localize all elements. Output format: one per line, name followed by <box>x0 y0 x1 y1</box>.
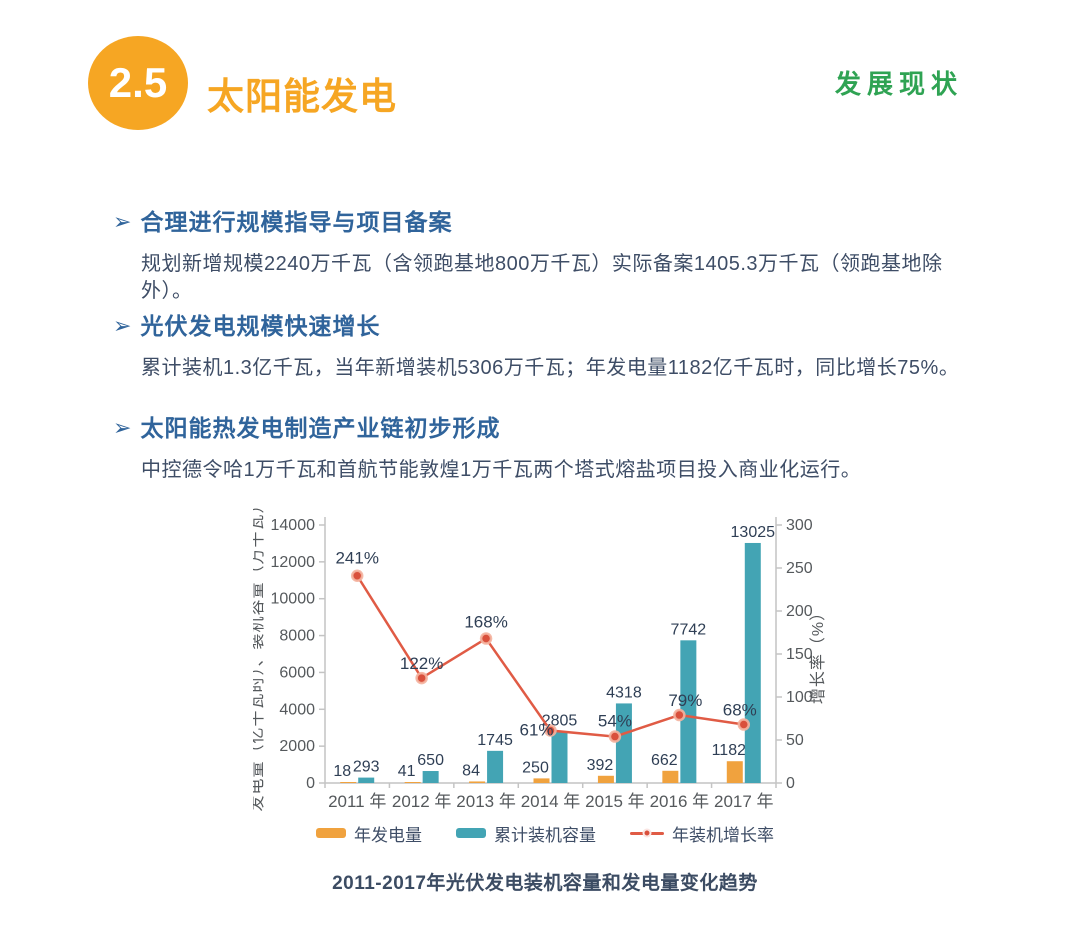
legend-item-generation: 年发电量 <box>316 821 422 846</box>
svg-text:2012 年: 2012 年 <box>392 792 452 811</box>
bullet-block-pv-growth: ➢ 光伏发电规模快速增长 累计装机1.3亿千瓦，当年新增装机5306万千瓦；年发… <box>113 312 993 382</box>
bullet-heading-text: 合理进行规模指导与项目备案 <box>140 209 453 235</box>
svg-text:68%: 68% <box>723 701 757 720</box>
legend-label: 年发电量 <box>354 825 422 845</box>
svg-text:12000: 12000 <box>271 554 316 571</box>
chart-canvas: 0 2000 4000 6000 8000 10000 12000 14000 0 50 100 15… <box>248 496 827 812</box>
chart-legend: 年发电量 累计装机容量 年装机增长率 <box>253 821 837 846</box>
svg-text:2016 年: 2016 年 <box>650 792 710 811</box>
svg-text:发电量（亿千瓦时）、装机容量（万千瓦）: 发电量（亿千瓦时）、装机容量（万千瓦） <box>253 500 266 812</box>
svg-text:0: 0 <box>786 775 795 792</box>
svg-text:2014 年: 2014 年 <box>521 792 581 811</box>
bullet-heading: ➢ 光伏发电规模快速增长 <box>113 312 993 340</box>
svg-text:392: 392 <box>587 757 614 774</box>
legend-line-marker-icon <box>630 828 664 838</box>
svg-text:18: 18 <box>333 763 351 780</box>
legend-label: 年装机增长率 <box>672 825 774 845</box>
svg-text:79%: 79% <box>668 691 702 710</box>
bullet-block-planning: ➢ 合理进行规模指导与项目备案 规划新增规模2240万千瓦（含领跑基地800万千… <box>113 208 993 305</box>
bullet-body-text: 规划新增规模2240万千瓦（含领跑基地800万千瓦）实际备案1405.3万千瓦（… <box>141 253 943 302</box>
svg-text:100: 100 <box>786 689 813 706</box>
svg-text:4318: 4318 <box>606 684 642 701</box>
svg-text:增长率（%）: 增长率（%） <box>809 604 827 704</box>
legend-item-capacity: 累计装机容量 <box>456 821 596 846</box>
legend-label: 累计装机容量 <box>494 825 596 845</box>
bullet-heading: ➢ 合理进行规模指导与项目备案 <box>113 208 993 236</box>
svg-text:1182: 1182 <box>712 742 747 759</box>
chart-caption: 2011-2017年光伏发电装机容量和发电量变化趋势 <box>332 873 758 894</box>
svg-text:1745: 1745 <box>477 732 513 749</box>
svg-text:2000: 2000 <box>279 738 315 755</box>
svg-text:14000: 14000 <box>271 517 316 534</box>
section-status-label: 发展现状 <box>834 69 963 99</box>
arrow-bullet-icon: ➢ <box>113 209 133 234</box>
svg-text:650: 650 <box>417 752 444 769</box>
svg-text:54%: 54% <box>598 712 632 731</box>
svg-text:168%: 168% <box>464 613 507 632</box>
svg-text:50: 50 <box>786 732 804 749</box>
svg-text:2015 年: 2015 年 <box>585 792 645 811</box>
svg-text:7742: 7742 <box>671 621 707 638</box>
legend-item-growth-rate: 年装机增长率 <box>630 821 774 846</box>
svg-text:293: 293 <box>353 759 380 776</box>
bullet-heading-text: 光伏发电规模快速增长 <box>140 313 381 339</box>
svg-text:6000: 6000 <box>279 664 315 681</box>
svg-text:4000: 4000 <box>279 701 315 718</box>
arrow-bullet-icon: ➢ <box>113 415 133 440</box>
svg-text:250: 250 <box>522 759 549 776</box>
bullet-body-text: 中控德令哈1万千瓦和首航节能敦煌1万千瓦两个塔式熔盐项目投入商业化运行。 <box>141 459 862 481</box>
bullet-heading: ➢ 太阳能热发电制造产业链初步形成 <box>113 414 993 442</box>
legend-swatch-generation <box>316 828 346 838</box>
svg-text:84: 84 <box>462 762 480 779</box>
bullet-body-text: 累计装机1.3亿千瓦，当年新增装机5306万千瓦；年发电量1182亿千瓦时，同比… <box>141 357 960 379</box>
svg-text:0: 0 <box>306 775 315 792</box>
svg-text:2013 年: 2013 年 <box>456 792 516 811</box>
svg-text:41: 41 <box>398 763 416 780</box>
svg-text:2011 年: 2011 年 <box>328 792 386 811</box>
svg-text:13025: 13025 <box>731 524 776 541</box>
arrow-bullet-icon: ➢ <box>113 313 133 338</box>
svg-text:122%: 122% <box>400 654 443 673</box>
section-number: 2.5 <box>108 59 168 106</box>
svg-text:200: 200 <box>786 603 813 620</box>
bullet-heading-text: 太阳能热发电制造产业链初步形成 <box>140 415 501 441</box>
combo-chart: 0 2000 4000 6000 8000 10000 12000 14000 0 50 100 15… <box>248 496 837 820</box>
svg-text:61%: 61% <box>519 721 553 740</box>
svg-text:662: 662 <box>651 752 678 769</box>
legend-swatch-capacity <box>456 828 486 838</box>
section-number-badge: 2.5 <box>88 36 188 130</box>
svg-text:10000: 10000 <box>271 591 316 608</box>
svg-text:2017 年: 2017 年 <box>714 792 774 811</box>
svg-text:150: 150 <box>786 646 813 663</box>
svg-text:250: 250 <box>786 560 813 577</box>
bullet-block-csp-chain: ➢ 太阳能热发电制造产业链初步形成 中控德令哈1万千瓦和首航节能敦煌1万千瓦两个… <box>113 414 993 484</box>
page-title: 太阳能发电 <box>207 76 397 117</box>
svg-text:241%: 241% <box>335 549 378 568</box>
svg-text:300: 300 <box>786 517 813 534</box>
svg-text:8000: 8000 <box>279 628 315 645</box>
